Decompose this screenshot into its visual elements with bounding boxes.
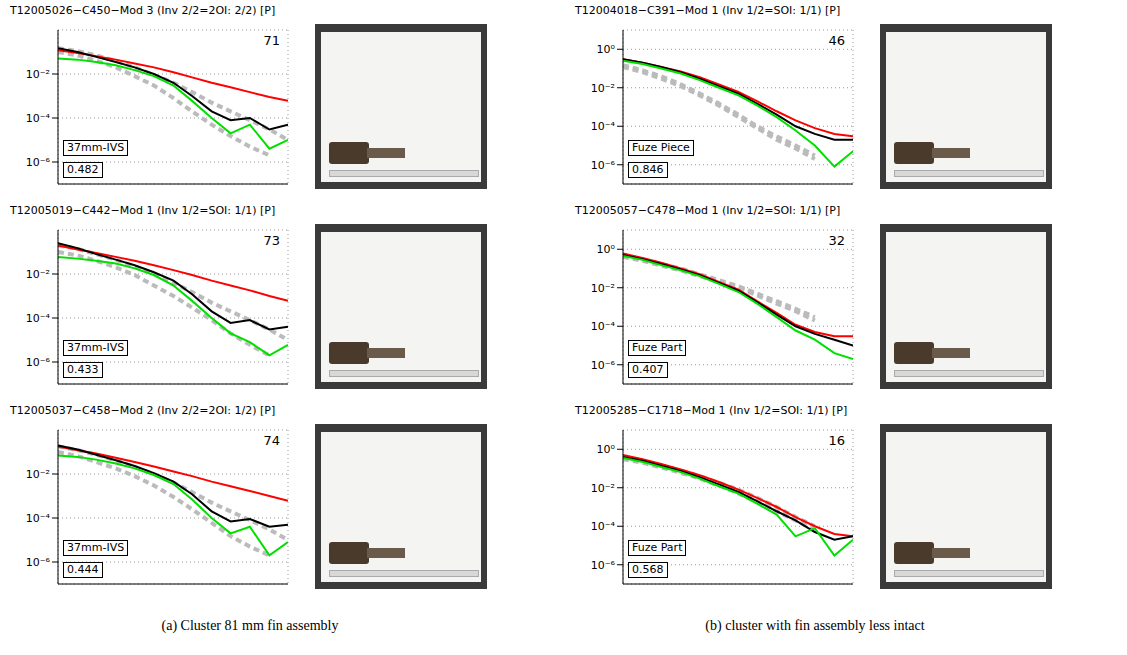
svg-text:10⁻²: 10⁻² <box>591 282 615 295</box>
html-text:T12005019−C442−Mod 1 (Inv 1/2=: T12005019−C442−Mod 1 (Inv 1/2=SOI: 1/1) … <box>10 204 276 217</box>
html-text:T12004018−C391−Mod 1 (Inv 1/2=: T12004018−C391−Mod 1 (Inv 1/2=SOI: 1/1) … <box>575 4 841 17</box>
html-text:T12005037−C458−Mod 2 (Inv 2/2=: T12005037−C458−Mod 2 (Inv 2/2=2OI: 1/2) … <box>10 404 276 417</box>
html-text:T12005026−C450−Mod 3 (Inv 2/2=: T12005026−C450−Mod 3 (Inv 2/2=2OI: 2/2) … <box>10 4 276 17</box>
svg-text:10⁻⁶: 10⁻⁶ <box>591 559 616 572</box>
svg-text:10⁻⁶: 10⁻⁶ <box>591 359 616 372</box>
svg-text:10⁻⁴: 10⁻⁴ <box>591 320 616 333</box>
svg-text:10⁻⁴: 10⁻⁴ <box>26 312 51 325</box>
svg-text:10⁻⁴: 10⁻⁴ <box>26 112 51 125</box>
html-text:73: 73 <box>263 233 280 248</box>
html-text:Fuze Part: Fuze Part <box>632 541 683 554</box>
svg-text:10⁻⁶: 10⁻⁶ <box>26 356 51 369</box>
html-text:0.433: 0.433 <box>67 363 99 376</box>
svg-text:10⁻²: 10⁻² <box>26 268 50 281</box>
svg-text:10⁻⁶: 10⁻⁶ <box>26 556 51 569</box>
html-text:T12005057−C478−Mod 1 (Inv 1/2=: T12005057−C478−Mod 1 (Inv 1/2=SOI: 1/1) … <box>575 204 841 217</box>
html-text:32: 32 <box>828 233 845 248</box>
html-text:Fuze Part: Fuze Part <box>632 341 683 354</box>
html-text:37mm-IVS: 37mm-IVS <box>67 541 125 554</box>
svg-text:10⁰: 10⁰ <box>597 243 616 256</box>
html-text:0.568: 0.568 <box>632 563 664 576</box>
svg-text:10⁻⁶: 10⁻⁶ <box>26 156 51 169</box>
html-text:T12005285−C1718−Mod 1 (Inv 1/2: T12005285−C1718−Mod 1 (Inv 1/2=SOI: 1/1)… <box>575 404 848 417</box>
svg-text:10⁻²: 10⁻² <box>26 68 50 81</box>
svg-text:10⁻²: 10⁻² <box>591 482 615 495</box>
svg-text:10⁻⁴: 10⁻⁴ <box>26 512 51 525</box>
html-text:16: 16 <box>828 433 845 448</box>
html-text:37mm-IVS: 37mm-IVS <box>67 341 125 354</box>
svg-text:10⁻⁴: 10⁻⁴ <box>591 120 616 133</box>
svg-text:10⁰: 10⁰ <box>597 43 616 56</box>
html-text:0.846: 0.846 <box>632 163 664 176</box>
html-text:0.482: 0.482 <box>67 163 99 176</box>
html-text:(a) Cluster 81 mm fin assembly: (a) Cluster 81 mm fin assembly <box>161 618 339 633</box>
svg-text:10⁰: 10⁰ <box>597 443 616 456</box>
svg-text:10⁻²: 10⁻² <box>591 82 615 95</box>
html-text:37mm-IVS: 37mm-IVS <box>67 141 125 154</box>
html-text:0.407: 0.407 <box>632 363 664 376</box>
html-text:0.444: 0.444 <box>67 563 99 576</box>
html-text:74: 74 <box>263 433 280 448</box>
html-text:46: 46 <box>828 33 845 48</box>
html-text:(b) cluster with fin assembly: (b) cluster with fin assembly less intac… <box>705 618 925 633</box>
html-text:71: 71 <box>263 33 280 48</box>
svg-text:10⁻⁴: 10⁻⁴ <box>591 520 616 533</box>
svg-text:10⁻²: 10⁻² <box>26 468 50 481</box>
svg-text:10⁻⁶: 10⁻⁶ <box>591 159 616 172</box>
html-text:Fuze Piece: Fuze Piece <box>632 141 690 154</box>
